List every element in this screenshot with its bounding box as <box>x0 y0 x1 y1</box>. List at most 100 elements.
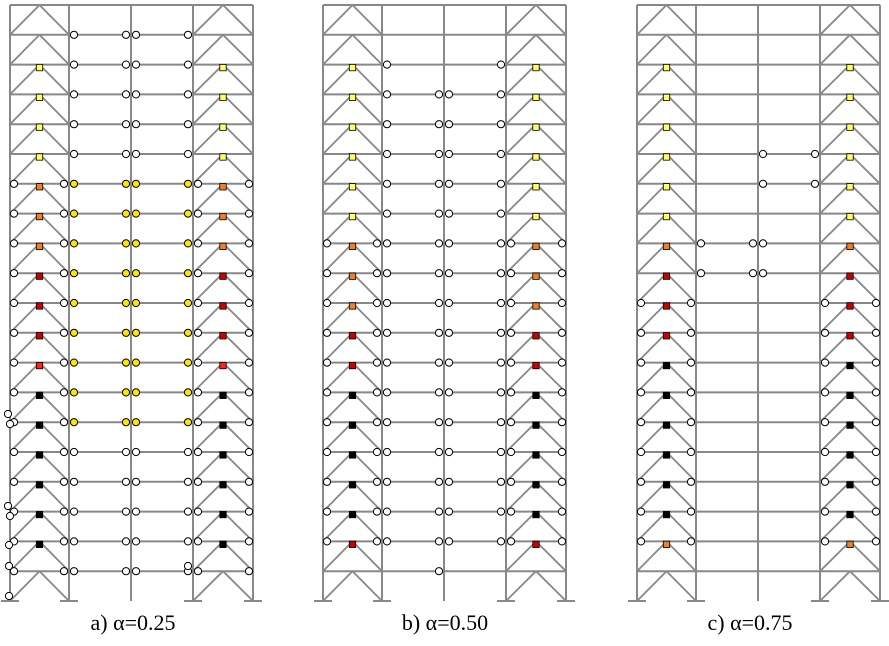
brace <box>222 421 254 453</box>
brace <box>636 391 668 423</box>
brace <box>819 481 851 513</box>
brace <box>849 421 881 453</box>
beam-hinge <box>131 120 141 129</box>
brace-bay-hinge <box>193 328 203 337</box>
brace <box>849 242 881 274</box>
brace <box>665 421 697 453</box>
brace <box>505 451 537 483</box>
brace-buckling-marker <box>846 451 854 459</box>
brace-buckling-marker <box>532 481 540 489</box>
beam-hinge <box>444 328 454 337</box>
beam-hinge <box>131 179 141 188</box>
brace-buckling-marker <box>846 510 854 519</box>
beam-hinge <box>496 507 506 516</box>
brace-buckling-marker <box>348 332 357 340</box>
beam-hinge <box>131 269 141 278</box>
brace <box>819 4 851 36</box>
column-hinge <box>4 540 14 550</box>
beam-hinge <box>382 537 392 546</box>
brace <box>222 4 254 36</box>
beam-hinge <box>131 537 141 546</box>
brace <box>505 93 537 125</box>
brace <box>322 63 354 96</box>
brace <box>9 63 41 96</box>
brace-buckling-marker <box>219 153 227 161</box>
brace <box>665 332 697 364</box>
brace <box>222 183 254 215</box>
beam-hinge <box>758 269 768 278</box>
brace <box>192 391 224 423</box>
brace <box>849 391 881 423</box>
brace-bay-hinge <box>820 328 830 337</box>
brace <box>222 272 254 304</box>
brace <box>322 570 354 602</box>
brace <box>351 272 383 304</box>
brace-buckling-marker <box>846 123 854 131</box>
brace-buckling-marker <box>35 332 44 340</box>
caption-b: b) α=0.50 <box>401 610 489 635</box>
brace <box>222 93 254 125</box>
brace-buckling-marker <box>846 361 854 370</box>
brace <box>192 481 224 513</box>
brace-bay-hinge <box>372 298 382 308</box>
brace-buckling-marker <box>219 63 227 72</box>
brace-bay-hinge <box>871 537 881 546</box>
brace-bay-hinge <box>193 418 203 427</box>
brace <box>9 123 41 155</box>
brace <box>9 510 41 543</box>
brace <box>222 570 254 602</box>
brace-buckling-marker <box>219 302 227 310</box>
brace-bay-hinge <box>506 477 516 486</box>
brace-buckling-marker <box>348 510 357 519</box>
brace <box>819 153 851 185</box>
brace <box>665 272 697 304</box>
brace <box>505 361 537 394</box>
brace-bay-hinge <box>636 418 646 427</box>
beam-hinge <box>121 209 131 218</box>
brace <box>665 510 697 543</box>
beam-hinge <box>758 149 768 159</box>
beam-hinge <box>382 477 392 486</box>
brace-bay-hinge <box>636 358 646 367</box>
brace <box>505 570 537 602</box>
brace <box>322 510 354 543</box>
brace-bay-hinge <box>506 418 516 427</box>
brace-bay-hinge <box>636 447 646 457</box>
beam-hinge <box>121 30 131 39</box>
brace <box>636 93 668 125</box>
brace-buckling-marker <box>846 540 854 548</box>
brace-buckling-marker <box>532 93 540 101</box>
brace <box>505 421 537 453</box>
beam-hinge <box>121 418 131 427</box>
brace <box>636 4 668 36</box>
brace-bay-hinge <box>59 537 69 546</box>
brace-bay-hinge <box>9 477 19 486</box>
brace <box>505 242 537 274</box>
brace <box>322 242 354 274</box>
brace <box>636 451 668 483</box>
brace <box>322 272 354 304</box>
beam-hinge <box>69 477 79 486</box>
brace-bay-hinge <box>372 447 382 457</box>
brace-bay-hinge <box>244 209 254 218</box>
brace <box>192 510 224 543</box>
brace <box>9 302 41 334</box>
beam-hinge <box>121 60 131 69</box>
brace <box>192 570 224 602</box>
beam-hinge <box>434 179 444 188</box>
brace <box>636 481 668 513</box>
brace <box>849 570 881 602</box>
beam-hinge <box>131 239 141 248</box>
brace <box>505 123 537 155</box>
beam-hinge <box>183 388 193 397</box>
brace-bay-hinge <box>820 418 830 427</box>
column-hinge <box>5 419 15 429</box>
column-hinge <box>183 561 193 571</box>
brace <box>636 34 668 66</box>
brace-buckling-marker <box>348 242 357 250</box>
beam-hinge <box>69 120 79 129</box>
brace-bay-hinge <box>820 507 830 516</box>
beam-hinge <box>69 358 79 367</box>
brace-bay-hinge <box>636 537 646 546</box>
beam-hinge <box>121 388 131 397</box>
